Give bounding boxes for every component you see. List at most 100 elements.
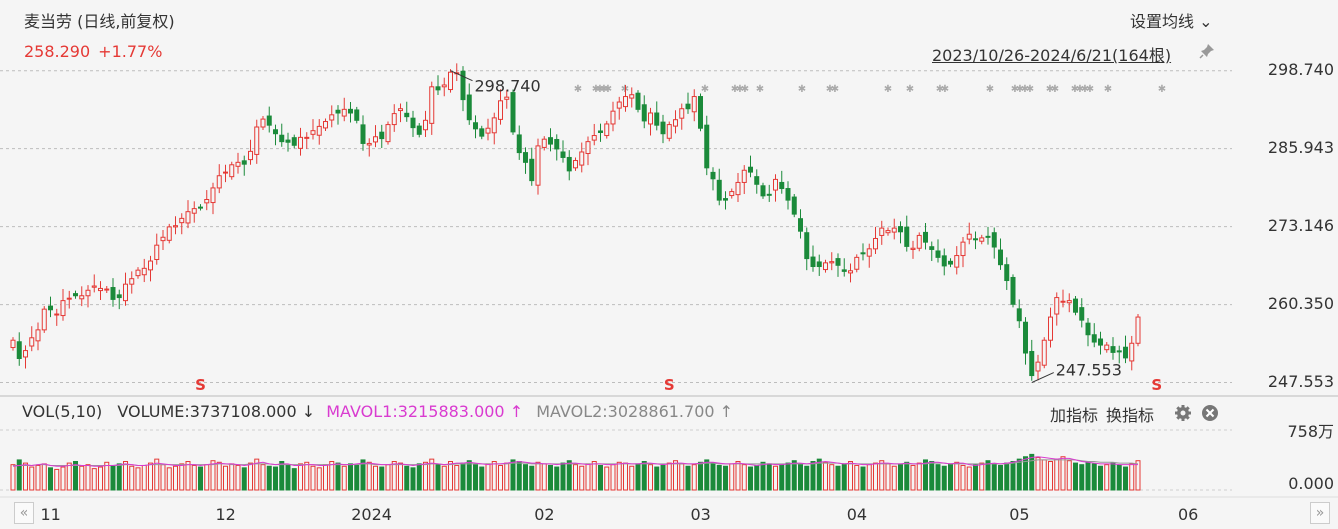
- candle[interactable]: [748, 155, 753, 178]
- candle[interactable]: [973, 231, 978, 250]
- candle[interactable]: [266, 106, 272, 133]
- candle[interactable]: [385, 121, 391, 145]
- candle[interactable]: [291, 134, 297, 149]
- candle[interactable]: [898, 221, 903, 244]
- candle[interactable]: [1098, 331, 1103, 355]
- candle[interactable]: [716, 168, 722, 206]
- candle[interactable]: [191, 201, 197, 223]
- candle[interactable]: [235, 152, 241, 174]
- candle[interactable]: [541, 136, 547, 151]
- candle[interactable]: [710, 167, 716, 191]
- candle[interactable]: [429, 81, 435, 135]
- candle[interactable]: [79, 286, 85, 307]
- candle[interactable]: [1023, 317, 1028, 365]
- candle[interactable]: [935, 239, 941, 263]
- candle[interactable]: [148, 255, 153, 282]
- candle[interactable]: [848, 263, 853, 283]
- candle[interactable]: [1079, 298, 1085, 328]
- candle[interactable]: [98, 281, 103, 301]
- candle[interactable]: [641, 95, 647, 129]
- candle[interactable]: [335, 105, 341, 125]
- candle[interactable]: [810, 245, 816, 272]
- candle[interactable]: [310, 119, 316, 140]
- candle[interactable]: [366, 138, 372, 157]
- candle[interactable]: [891, 218, 897, 240]
- candle[interactable]: [604, 120, 610, 139]
- candle[interactable]: [166, 223, 172, 244]
- signal-marker[interactable]: S: [1151, 376, 1162, 394]
- candle[interactable]: [204, 190, 210, 211]
- candle[interactable]: [766, 184, 772, 202]
- candle[interactable]: [198, 204, 203, 211]
- candle[interactable]: [610, 101, 616, 132]
- candle[interactable]: [941, 248, 947, 276]
- candle[interactable]: [35, 322, 41, 351]
- candle[interactable]: [485, 118, 491, 141]
- date-range-link[interactable]: 2023/10/26-2024/6/21(164根): [932, 46, 1172, 65]
- candle[interactable]: [1129, 335, 1135, 371]
- candle[interactable]: [29, 326, 35, 352]
- candle[interactable]: [248, 139, 253, 165]
- candle[interactable]: [116, 289, 122, 310]
- candle[interactable]: [523, 147, 528, 174]
- candle[interactable]: [916, 232, 922, 252]
- candle[interactable]: [1010, 274, 1016, 308]
- candle[interactable]: [923, 222, 928, 250]
- candle[interactable]: [254, 119, 260, 164]
- candle[interactable]: [860, 243, 866, 261]
- candle[interactable]: [654, 101, 660, 131]
- candle[interactable]: [823, 259, 828, 273]
- candle[interactable]: [185, 200, 191, 229]
- candle[interactable]: [23, 345, 28, 369]
- candle[interactable]: [60, 289, 66, 321]
- candle[interactable]: [466, 83, 472, 125]
- candle[interactable]: [129, 271, 135, 294]
- candle[interactable]: [460, 66, 466, 112]
- candle[interactable]: [698, 93, 703, 132]
- candle[interactable]: [1035, 354, 1041, 381]
- candle[interactable]: [104, 286, 110, 294]
- candle[interactable]: [879, 220, 885, 245]
- candle[interactable]: [1135, 314, 1141, 347]
- candle[interactable]: [791, 194, 797, 218]
- candle[interactable]: [1029, 339, 1035, 381]
- candle[interactable]: [598, 123, 603, 142]
- candle[interactable]: [404, 101, 410, 122]
- signal-marker[interactable]: S: [664, 376, 675, 394]
- candle[interactable]: [723, 191, 728, 210]
- candle[interactable]: [260, 116, 266, 131]
- candle[interactable]: [804, 227, 810, 271]
- candle[interactable]: [423, 110, 428, 138]
- candle[interactable]: [729, 188, 735, 199]
- candle[interactable]: [285, 132, 291, 152]
- candle[interactable]: [779, 170, 785, 194]
- candle[interactable]: [841, 258, 847, 277]
- candle[interactable]: [623, 84, 628, 112]
- candle[interactable]: [579, 142, 585, 173]
- candle[interactable]: [1054, 292, 1060, 326]
- candle[interactable]: [910, 240, 916, 259]
- candle[interactable]: [704, 115, 710, 176]
- candle[interactable]: [379, 124, 385, 149]
- candle[interactable]: [279, 123, 285, 147]
- candle[interactable]: [1104, 342, 1110, 353]
- candle[interactable]: [348, 102, 353, 123]
- candle[interactable]: [666, 121, 672, 142]
- candle[interactable]: [948, 258, 953, 268]
- candle[interactable]: [873, 226, 878, 255]
- candle[interactable]: [354, 106, 360, 124]
- candle[interactable]: [154, 233, 160, 265]
- candle[interactable]: [529, 147, 535, 186]
- candle[interactable]: [773, 174, 778, 202]
- candle[interactable]: [1085, 317, 1091, 347]
- candle[interactable]: [635, 90, 641, 113]
- candle[interactable]: [273, 124, 278, 146]
- candle[interactable]: [498, 89, 503, 125]
- set-ma-button[interactable]: 设置均线 ⌄: [1130, 8, 1213, 32]
- candle[interactable]: [566, 150, 572, 181]
- candle[interactable]: [585, 136, 591, 166]
- candle[interactable]: [473, 115, 478, 139]
- candle[interactable]: [691, 89, 697, 122]
- candle[interactable]: [41, 306, 47, 333]
- gear-icon[interactable]: [1174, 404, 1192, 422]
